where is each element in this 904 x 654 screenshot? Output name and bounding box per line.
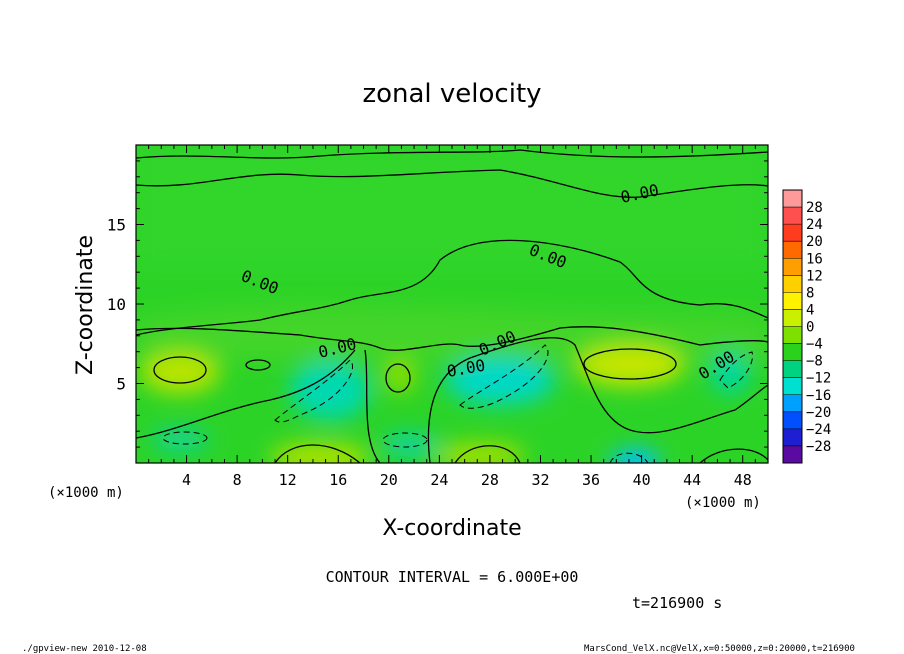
x-tick-label: 48 [734,471,752,489]
x-axis-label: X-coordinate [382,516,521,541]
colorbar-label: 8 [806,285,814,301]
footer-left: ./gpview-new 2010-12-08 [22,644,147,654]
colorbar-swatch [783,309,802,327]
y-axis-label: Z-coordinate [73,235,98,375]
x-tick-label: 20 [380,471,398,489]
colorbar-swatch [783,275,802,293]
y-tick-label: 10 [107,295,126,314]
colorbar-label: −8 [806,354,823,370]
colorbar-swatch [783,292,802,310]
colorbar-swatch [783,224,802,242]
x-axis-unit-right: (×1000 m) [685,495,761,511]
colorbar-label: −20 [806,405,831,421]
colorbar-swatch [783,343,802,362]
colorbar-label: −16 [806,388,831,404]
colorbar-swatch [783,377,802,396]
time-stamp: t=216900 s [632,594,722,612]
colorbar-label: 16 [806,251,823,267]
colorbar-swatch [783,207,802,225]
colorbar-label: −4 [806,337,823,353]
colorbar-label: 24 [806,217,823,233]
footer-right: MarsCond_VelX.nc@VelX,x=0:50000,z=0:2000… [584,644,855,654]
colorbar-label: 20 [806,234,823,250]
field-shading [136,145,768,463]
contour-interval: CONTOUR INTERVAL = 6.000E+00 [326,568,579,586]
colorbar-swatch [783,411,802,430]
colorbar-swatch [783,241,802,259]
x-tick-label: 28 [481,471,499,489]
x-axis: 4 8 12 16 20 24 28 32 36 40 44 48 [148,145,756,489]
x-tick-label: 4 [182,471,191,489]
y-tick-label: 15 [107,216,126,235]
colorbar-label: 12 [806,268,823,284]
chart-title: zonal velocity [362,79,541,109]
colorbar-swatch [783,326,802,345]
x-axis-unit: (×1000 m) [48,485,124,501]
colorbar-label: −12 [806,371,831,387]
colorbar-label: 28 [806,200,823,216]
colorbar-label: 4 [806,302,814,318]
x-tick-label: 44 [683,471,701,489]
colorbar-swatch [783,190,802,208]
colorbar-label: 0 [806,320,814,336]
colorbar-swatch [783,428,802,447]
colorbar-swatch [783,258,802,276]
x-tick-label: 40 [633,471,651,489]
y-tick-label: 5 [116,375,126,394]
colorbar-label: −28 [806,439,831,455]
x-tick-label: 8 [233,471,242,489]
x-tick-label: 32 [531,471,549,489]
x-tick-label: 16 [329,471,347,489]
colorbar-swatch [783,445,802,464]
colorbar-swatch [783,394,802,413]
negative-contours [162,344,754,463]
y-axis: 5 10 15 [107,160,768,448]
x-tick-label: 24 [430,471,448,489]
contour-lines [136,149,768,463]
x-tick-label: 12 [279,471,297,489]
plot-area: 0.00 0.00 0.00 0.00 0.00 0.00 0.00 4 8 12 1… [107,144,769,489]
colorbar-label: −24 [806,422,831,438]
colorbar-swatch [783,360,802,379]
x-tick-label: 36 [582,471,600,489]
